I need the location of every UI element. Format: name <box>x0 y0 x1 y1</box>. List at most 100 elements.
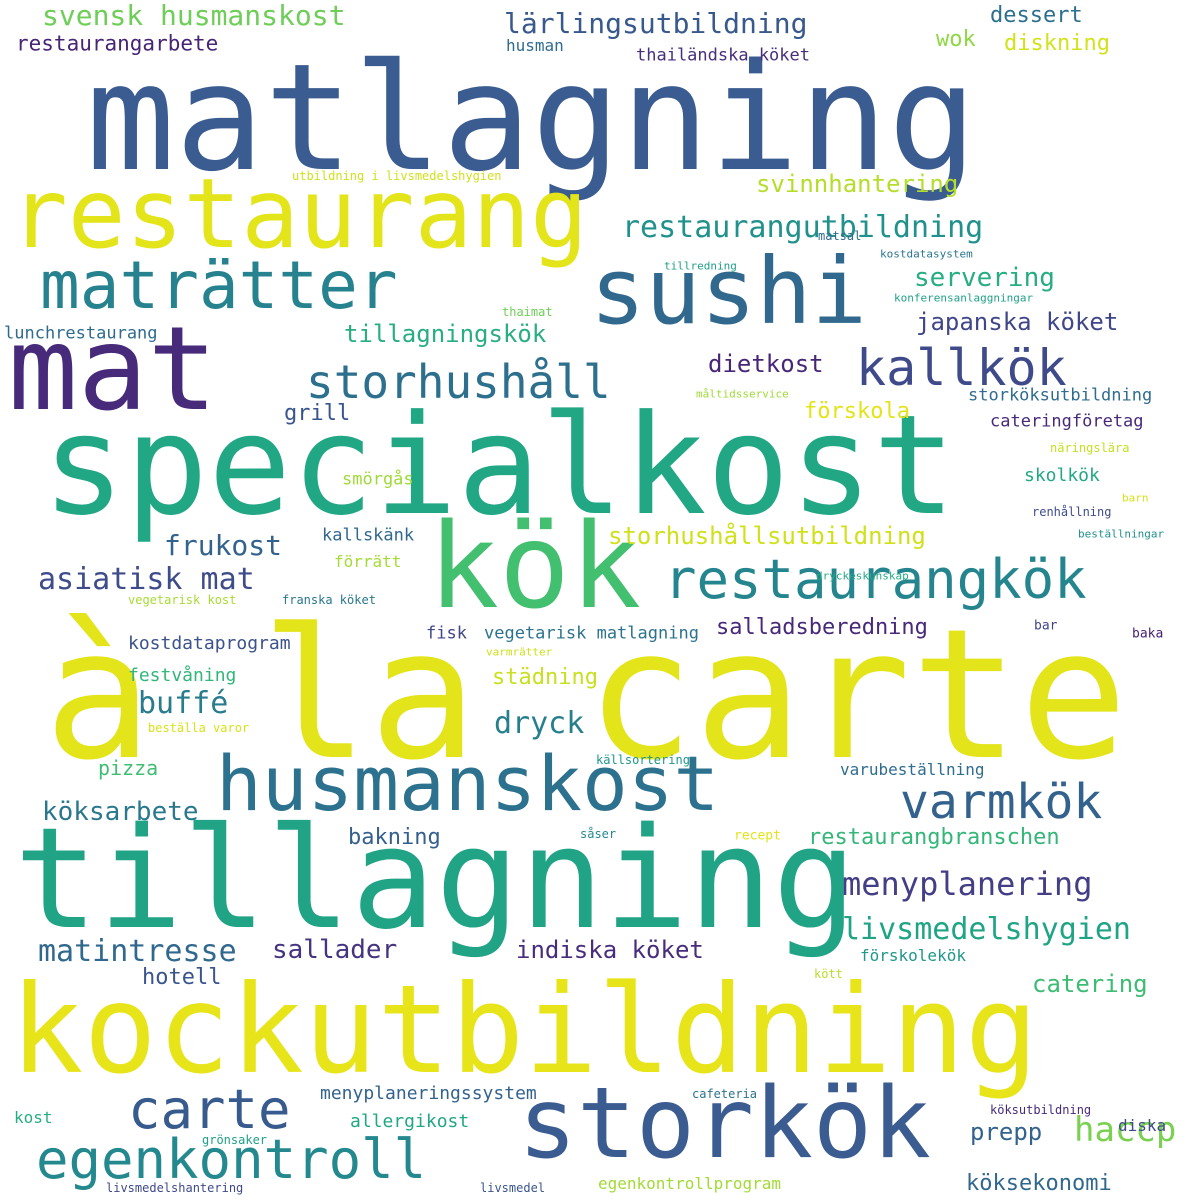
word-gronsaker: grönsaker <box>202 1133 268 1147</box>
word-kallkok: kallkök <box>856 339 1067 397</box>
word-kallskank: kallskänk <box>322 525 415 546</box>
word-lunchrestaurang: lunchrestaurang <box>4 323 158 344</box>
word-pizza: pizza <box>98 756 159 780</box>
word-livsmedelshantering: livsmedelshantering <box>106 1181 244 1195</box>
word-forskola: förskola <box>804 399 910 424</box>
word-cafeteria: cafeteria <box>692 1087 758 1101</box>
word-fisk: fisk <box>426 623 467 644</box>
word-skolkok: skolkök <box>1024 465 1100 486</box>
word-konferensanlaggningar: konferensanlaggningar <box>894 291 1034 305</box>
word-egenkontroll: egenkontroll <box>36 1128 427 1191</box>
word-forskolekok: förskolekök <box>860 946 966 965</box>
word-restaurangkok: restaurangkök <box>664 548 1087 611</box>
word-menyplaneringssystem: menyplaneringssystem <box>320 1083 537 1104</box>
word-carte: carte <box>128 1078 291 1141</box>
word-specialkost: specialkost <box>42 385 956 546</box>
word-larlingsutbildning: lärlingsutbildning <box>504 7 808 40</box>
word-kostdatasystem: kostdatasystem <box>880 247 973 261</box>
word-indiska-koket: indiska köket <box>516 936 704 964</box>
word-vegetarisk-kost: vegetarisk kost <box>128 593 237 607</box>
word-tillredning: tillredning <box>664 259 737 273</box>
word-kallsortering: källsortering <box>596 753 690 767</box>
word-utbildning-i-livsmedelshygien: utbildning i livsmedelshygien <box>292 169 502 183</box>
word-restaurang: restaurang <box>10 158 588 270</box>
word-saser: såser <box>580 827 617 841</box>
word-wok: wok <box>936 27 976 52</box>
word-koksutbildning: köksutbildning <box>990 1103 1092 1117</box>
word-storhushallsutbildning: storhushållsutbildning <box>608 522 926 550</box>
word-renhallning: renhållning <box>1032 505 1112 519</box>
word-livsmedelshygien: livsmedelshygien <box>842 912 1131 947</box>
word-tillagningskok: tillagningskök <box>344 320 547 348</box>
word-kost: kost <box>14 1108 53 1127</box>
word-menyplanering: menyplanering <box>842 865 1093 903</box>
word-matsal: matsal <box>818 229 862 243</box>
word-diskning: diskning <box>1004 31 1110 56</box>
word-matratter: maträtter <box>40 247 398 324</box>
word-restaurangbranschen: restaurangbranschen <box>808 825 1060 850</box>
word-buffe: buffé <box>138 686 229 721</box>
word-livsmedel: livsmedel <box>480 1181 546 1195</box>
word-diska: diska <box>1118 1116 1167 1135</box>
word-salladsberedning: salladsberedning <box>716 615 928 640</box>
word-kostdataprogram: kostdataprogram <box>128 633 291 654</box>
word-baka: baka <box>1132 626 1164 642</box>
word-bar: bar <box>1034 618 1058 634</box>
word-festvaning: festvåning <box>128 665 237 686</box>
word-japanska-koket: japanska köket <box>916 308 1119 336</box>
word-dietkost: dietkost <box>708 350 824 378</box>
word-grill: grill <box>284 401 351 426</box>
word-frukost: frukost <box>164 529 283 562</box>
word-servering: servering <box>914 263 1055 293</box>
word-franska-koket: franska köket <box>282 593 376 607</box>
word-matlagning: matlagning <box>86 32 978 204</box>
word-husmanskost: husmanskost <box>216 739 720 828</box>
word-vegetarisk-matlagning: vegetarisk matlagning <box>484 623 699 644</box>
word-thailandska-koket: thailändska köket <box>636 45 810 66</box>
word-barn: barn <box>1122 491 1149 505</box>
word-restaurangutbildning: restaurangutbildning <box>622 210 984 245</box>
word-hotell: hotell <box>142 965 222 990</box>
word-bestallningar: beställningar <box>1078 527 1165 541</box>
word-matintresse: matintresse <box>38 934 237 969</box>
word-bakning: bakning <box>348 825 441 850</box>
word-restaurangarbete: restaurangarbete <box>16 31 219 56</box>
word-svinnhantering: svinnhantering <box>756 170 959 198</box>
word-kott: kött <box>814 967 843 981</box>
word-cateringforetag: cateringföretag <box>990 411 1144 432</box>
word-dessert: dessert <box>990 3 1083 28</box>
word-recept: recept <box>734 828 781 844</box>
word-haccp: haccp <box>1074 1110 1177 1150</box>
word-varubestallning: varubeställning <box>840 760 985 779</box>
word-dryck: dryck <box>494 706 585 741</box>
word-smorgas: smörgås <box>342 469 414 490</box>
word-allergikost: allergikost <box>350 1111 470 1132</box>
word-sallader: sallader <box>272 935 398 965</box>
word-sushi: sushi <box>590 238 867 345</box>
word-dryckeskunskap: dryckeskunskap <box>816 569 909 583</box>
word-forratt: förrätt <box>334 552 402 571</box>
word-storkoksutbildning: storköksutbildning <box>968 385 1153 406</box>
word-catering: catering <box>1032 970 1148 998</box>
word-prepp: prepp <box>970 1118 1043 1146</box>
word-egenkontrollprogram: egenkontrollprogram <box>598 1174 782 1193</box>
word-koksekonomi: köksekonomi <box>966 1171 1112 1196</box>
word-mat: mat <box>8 302 218 437</box>
word-husman: husman <box>506 36 564 55</box>
word-svensk-husmanskost: svensk husmanskost <box>42 0 346 32</box>
word-bestalla-varor: beställa varor <box>148 721 250 735</box>
word-storkok: storkök <box>518 1067 932 1181</box>
word-tillagning: tillagning <box>14 798 857 961</box>
word-naringslara: näringslära <box>1050 441 1130 455</box>
word-koksarbete: köksarbete <box>42 797 199 827</box>
word-stadning: städning <box>492 665 598 690</box>
word-kockutbildning: kockutbildning <box>10 959 1039 1101</box>
word-thaimat: thaimat <box>502 305 553 319</box>
word-varmkok: varmkök <box>900 774 1103 830</box>
word-varmratter: varmrätter <box>486 645 553 659</box>
word-kok: kök <box>428 497 642 635</box>
word-storhushall: storhushåll <box>306 355 611 409</box>
word-a-la-carte: à la carte <box>44 591 1128 800</box>
word-maltidsservice: måltidsservice <box>696 387 789 401</box>
